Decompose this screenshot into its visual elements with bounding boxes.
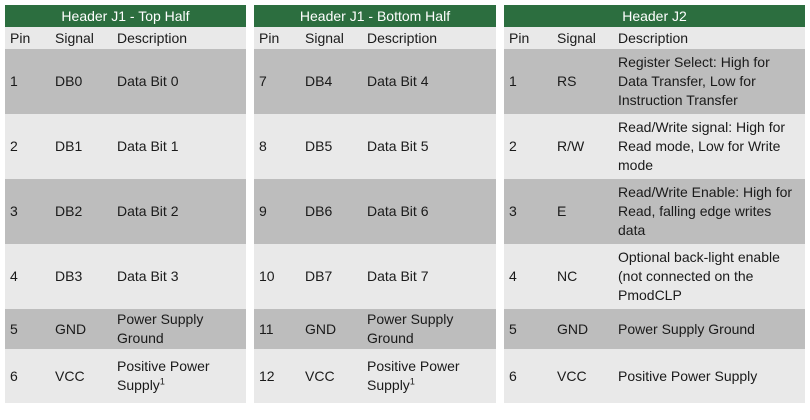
column-header-signal: Signal	[552, 27, 613, 49]
footnote-marker: 1	[159, 376, 165, 387]
pin-cell: 4	[5, 244, 50, 309]
pin-cell: 6	[5, 349, 50, 403]
column-header-signal: Signal	[50, 27, 112, 49]
pin-cell: 7	[254, 49, 300, 114]
description-cell: Read/Write signal: High for Read mode, L…	[613, 114, 806, 179]
signal-cell: DB6	[300, 179, 362, 244]
pin-cell: 1	[504, 49, 552, 114]
header-j2-table: Header J2 Pin Signal Description 1 RS Re…	[504, 5, 806, 403]
pin-cell: 5	[5, 309, 50, 349]
signal-cell: VCC	[50, 349, 112, 403]
pin-cell: 11	[254, 309, 300, 349]
description-cell: Positive Power Supply	[613, 349, 806, 403]
table-row: 5 GND Power Supply Ground	[5, 309, 246, 349]
pin-cell: 9	[254, 179, 300, 244]
column-header-description: Description	[613, 27, 806, 49]
description-text: Positive Power Supply	[117, 358, 210, 393]
pin-cell: 3	[5, 179, 50, 244]
signal-cell: DB0	[50, 49, 112, 114]
table-row: 6 VCC Positive Power Supply	[504, 349, 806, 403]
pin-cell: 4	[504, 244, 552, 309]
table-row: 3 E Read/Write Enable: High for Read, fa…	[504, 179, 806, 244]
table-row: 2 DB1 Data Bit 1	[5, 114, 246, 179]
signal-cell: DB3	[50, 244, 112, 309]
signal-cell: GND	[300, 309, 362, 349]
description-cell: Data Bit 3	[112, 244, 246, 309]
signal-cell: GND	[50, 309, 112, 349]
description-cell: Data Bit 6	[362, 179, 496, 244]
table-row: 4 DB3 Data Bit 3	[5, 244, 246, 309]
footnote-marker: 1	[409, 376, 415, 387]
table-title: Header J1 - Bottom Half	[254, 5, 496, 27]
table-row: 1 RS Register Select: High for Data Tran…	[504, 49, 806, 114]
table-title: Header J1 - Top Half	[5, 5, 246, 27]
description-cell: Data Bit 0	[112, 49, 246, 114]
signal-cell: VCC	[552, 349, 613, 403]
table-row: 2 R/W Read/Write signal: High for Read m…	[504, 114, 806, 179]
description-cell: Power Supply Ground	[613, 309, 806, 349]
table-row: 4 NC Optional back-light enable (not con…	[504, 244, 806, 309]
pin-cell: 6	[504, 349, 552, 403]
pin-cell: 10	[254, 244, 300, 309]
table-row: 6 VCC Positive Power Supply1	[5, 349, 246, 403]
signal-cell: VCC	[300, 349, 362, 403]
description-cell: Data Bit 1	[112, 114, 246, 179]
table-row: 11 GND Power Supply Ground	[254, 309, 496, 349]
header-j1-top-table: Header J1 - Top Half Pin Signal Descript…	[5, 5, 246, 403]
signal-cell: DB7	[300, 244, 362, 309]
description-cell: Optional back-light enable (not connecte…	[613, 244, 806, 309]
table-row: 3 DB2 Data Bit 2	[5, 179, 246, 244]
description-cell: Power Supply Ground	[112, 309, 246, 349]
table-row: 9 DB6 Data Bit 6	[254, 179, 496, 244]
column-header-description: Description	[112, 27, 246, 49]
description-cell: Register Select: High for Data Transfer,…	[613, 49, 806, 114]
description-cell: Data Bit 2	[112, 179, 246, 244]
table-row: 1 DB0 Data Bit 0	[5, 49, 246, 114]
description-cell: Positive Power Supply1	[112, 349, 246, 403]
signal-cell: DB2	[50, 179, 112, 244]
description-text: Positive Power Supply	[367, 358, 460, 393]
pin-cell: 8	[254, 114, 300, 179]
column-header-pin: Pin	[5, 27, 50, 49]
description-cell: Power Supply Ground	[362, 309, 496, 349]
pin-cell: 2	[504, 114, 552, 179]
pin-cell: 5	[504, 309, 552, 349]
signal-cell: DB1	[50, 114, 112, 179]
signal-cell: RS	[552, 49, 613, 114]
pin-cell: 3	[504, 179, 552, 244]
table-row: 12 VCC Positive Power Supply1	[254, 349, 496, 403]
pin-cell: 2	[5, 114, 50, 179]
table-row: 5 GND Power Supply Ground	[504, 309, 806, 349]
signal-cell: DB4	[300, 49, 362, 114]
description-cell: Data Bit 7	[362, 244, 496, 309]
column-header-signal: Signal	[300, 27, 362, 49]
column-header-description: Description	[362, 27, 496, 49]
table-row: 7 DB4 Data Bit 4	[254, 49, 496, 114]
column-header-pin: Pin	[504, 27, 552, 49]
description-cell: Read/Write Enable: High for Read, fallin…	[613, 179, 806, 244]
description-cell: Data Bit 5	[362, 114, 496, 179]
table-title: Header J2	[504, 5, 806, 27]
signal-cell: DB5	[300, 114, 362, 179]
description-cell: Positive Power Supply1	[362, 349, 496, 403]
signal-cell: R/W	[552, 114, 613, 179]
signal-cell: E	[552, 179, 613, 244]
pin-cell: 12	[254, 349, 300, 403]
table-row: 10 DB7 Data Bit 7	[254, 244, 496, 309]
description-cell: Data Bit 4	[362, 49, 496, 114]
pin-cell: 1	[5, 49, 50, 114]
signal-cell: GND	[552, 309, 613, 349]
header-j1-bottom-table: Header J1 - Bottom Half Pin Signal Descr…	[254, 5, 496, 403]
signal-cell: NC	[552, 244, 613, 309]
column-header-pin: Pin	[254, 27, 300, 49]
table-row: 8 DB5 Data Bit 5	[254, 114, 496, 179]
